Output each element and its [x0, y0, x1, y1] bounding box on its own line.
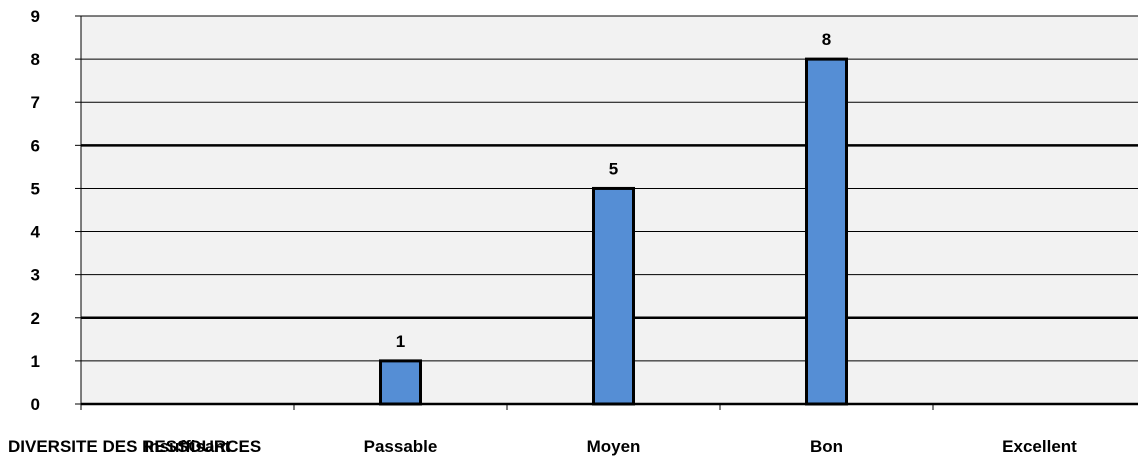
x-axis-ticks: Insuffisant Passable Moyen Bon Excellent: [80, 404, 1077, 456]
y-tick-label: 1: [31, 352, 40, 371]
x-category-label: Bon: [810, 437, 843, 456]
x-category-label: Insuffisant: [145, 437, 231, 456]
x-category-label: Moyen: [587, 437, 641, 456]
bar-moyen: [592, 186, 635, 406]
y-tick-label: 2: [31, 309, 40, 328]
y-tick-label: 3: [31, 266, 40, 285]
data-label: 5: [609, 159, 618, 178]
y-tick-label: 4: [31, 223, 41, 242]
bar-passable: [379, 359, 422, 406]
chart-overlay-title: DIVERSITE DES RESSOURCES: [8, 437, 261, 456]
x-category-label: Passable: [364, 437, 438, 456]
y-tick-label: 7: [31, 93, 40, 112]
y-tick-label: 8: [31, 50, 40, 69]
y-axis-ticks: 0 1 2 3 4 5 6 7 8 9: [31, 7, 81, 414]
x-category-label: Excellent: [1002, 437, 1077, 456]
data-label: 8: [822, 30, 831, 49]
y-tick-label: 6: [31, 136, 40, 155]
data-labels: 1 5 8: [396, 30, 831, 351]
data-label: 1: [396, 332, 405, 351]
y-tick-label: 0: [31, 395, 40, 414]
bar-bon: [805, 57, 848, 406]
y-tick-label: 5: [31, 179, 40, 198]
y-tick-label: 9: [31, 7, 40, 26]
